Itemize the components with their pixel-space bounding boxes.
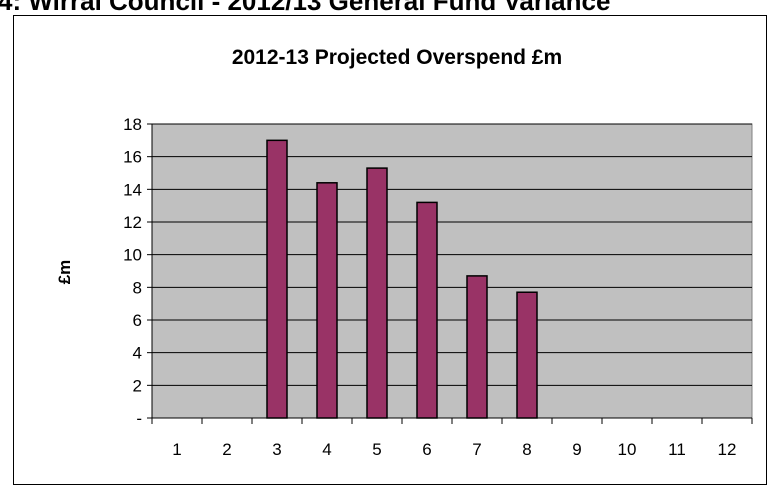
y-tick-label: 14 [123, 180, 142, 199]
x-tick-label: 2 [222, 440, 231, 459]
bar [266, 139, 288, 419]
x-tick-label: 6 [422, 440, 431, 459]
y-tick-label: 8 [133, 278, 142, 297]
y-tick-label: - [136, 409, 142, 428]
x-tick-label: 9 [572, 440, 581, 459]
y-tick-label: 4 [133, 344, 142, 363]
x-tick-label: 11 [668, 440, 686, 459]
plot-area [151, 123, 753, 419]
y-tick-label: 18 [123, 115, 142, 134]
page-header: 4: Wirral Council - 2012/13 General Fund… [0, 0, 611, 16]
x-tick-label: 4 [322, 440, 331, 459]
x-tick-label: 3 [272, 440, 281, 459]
chart-title: 2012-13 Projected Overspend £m [232, 46, 562, 69]
y-tick-label: 16 [123, 148, 142, 167]
y-tick-labels: - 2 4 6 8 10 12 14 16 18 [123, 115, 142, 428]
x-tick-label: 12 [718, 440, 737, 459]
bar [466, 275, 488, 419]
x-tick-label: 1 [172, 440, 181, 459]
y-tick-label: 10 [123, 246, 142, 265]
y-tick-label: 6 [133, 311, 142, 330]
x-tick-label: 5 [372, 440, 381, 459]
bar [316, 182, 338, 419]
axes [147, 123, 753, 424]
x-tick-labels: 1 2 3 4 5 6 7 8 9 10 11 12 [172, 440, 736, 459]
bar [416, 201, 438, 419]
y-axis-label: £m [55, 260, 74, 285]
y-tick-label: 2 [133, 376, 142, 395]
x-tick-label: 7 [472, 440, 481, 459]
y-tick-label: 12 [123, 213, 142, 232]
bar [366, 167, 388, 419]
gridlines [152, 123, 752, 386]
x-tick-label: 8 [522, 440, 531, 459]
bar [516, 291, 538, 419]
bars [266, 139, 538, 419]
x-tick-label: 10 [618, 440, 637, 459]
